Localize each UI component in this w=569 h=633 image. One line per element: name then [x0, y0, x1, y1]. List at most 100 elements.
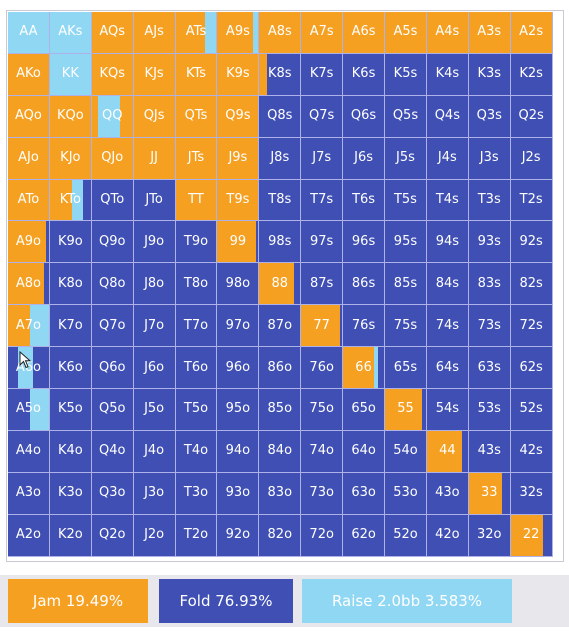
hand-cell[interactable]: JTo — [133, 179, 176, 222]
hand-cell[interactable]: Q6s — [343, 95, 386, 138]
hand-cell[interactable]: A8s — [259, 12, 302, 54]
hand-cell[interactable]: Q8s — [259, 95, 302, 138]
hand-cell[interactable]: K5s — [385, 53, 427, 96]
hand-cell[interactable]: K4o — [49, 430, 92, 473]
hand-cell[interactable]: 95o — [217, 389, 260, 431]
hand-cell[interactable]: Q3o — [91, 472, 134, 515]
hand-cell[interactable]: T4o — [175, 430, 218, 473]
hand-cell[interactable]: ATs — [175, 12, 218, 54]
hand-cell[interactable]: KTs — [175, 53, 218, 96]
hand-cell[interactable]: K2o — [49, 514, 92, 557]
hand-cell[interactable]: 42o — [426, 514, 469, 557]
hand-cell[interactable]: 84s — [426, 263, 469, 306]
hand-cell[interactable]: KK — [49, 53, 92, 96]
hand-cell[interactable]: A3s — [468, 12, 511, 54]
hand-cell[interactable]: J9o — [133, 221, 176, 264]
hand-cell[interactable]: J8o — [133, 263, 176, 306]
hand-cell[interactable]: Q3s — [468, 95, 511, 138]
hand-cell[interactable]: K8s — [259, 53, 302, 96]
hand-cell[interactable]: Q5o — [91, 389, 134, 431]
hand-cell[interactable]: K6o — [49, 347, 92, 390]
hand-cell[interactable]: J9s — [217, 137, 260, 180]
hand-cell[interactable]: 55 — [385, 389, 427, 431]
hand-cell[interactable]: J8s — [259, 137, 302, 180]
hand-cell[interactable]: KQo — [49, 95, 92, 138]
hand-cell[interactable]: T3s — [468, 179, 511, 222]
hand-cell[interactable]: K8o — [49, 263, 92, 306]
hand-cell[interactable]: Q7s — [301, 95, 344, 138]
hand-cell[interactable]: KJs — [133, 53, 176, 96]
hand-cell[interactable]: 44 — [426, 430, 469, 473]
hand-cell[interactable]: 84o — [259, 430, 302, 473]
hand-cell[interactable]: K7o — [49, 305, 92, 348]
hand-cell[interactable]: A3o — [8, 472, 50, 515]
hand-cell[interactable]: AQo — [8, 95, 50, 138]
hand-cell[interactable]: 72s — [510, 305, 553, 348]
hand-cell[interactable]: A8o — [8, 263, 50, 306]
hand-cell[interactable]: 42s — [510, 430, 553, 473]
hand-cell[interactable]: T8s — [259, 179, 302, 222]
hand-cell[interactable]: QQ — [91, 95, 134, 138]
hand-cell[interactable]: Q4s — [426, 95, 469, 138]
hand-cell[interactable]: T5s — [385, 179, 427, 222]
hand-cell[interactable]: 32o — [468, 514, 511, 557]
hand-cell[interactable]: AKs — [49, 12, 92, 54]
hand-cell[interactable]: 98o — [217, 263, 260, 306]
hand-cell[interactable]: J5s — [385, 137, 427, 180]
hand-cell[interactable]: T2o — [175, 514, 218, 557]
hand-cell[interactable]: K9o — [49, 221, 92, 264]
hand-cell[interactable]: 43o — [426, 472, 469, 515]
hand-cell[interactable]: QTs — [175, 95, 218, 138]
hand-cell[interactable]: T2s — [510, 179, 553, 222]
hand-cell[interactable]: 52o — [385, 514, 427, 557]
hand-cell[interactable]: 94o — [217, 430, 260, 473]
hand-cell[interactable]: T6o — [175, 347, 218, 390]
hand-cell[interactable]: 85o — [259, 389, 302, 431]
hand-cell[interactable]: 53s — [468, 389, 511, 431]
hand-cell[interactable]: 66 — [343, 347, 386, 390]
hand-cell[interactable]: 74o — [301, 430, 344, 473]
hand-cell[interactable]: 93o — [217, 472, 260, 515]
hand-cell[interactable]: JJ — [133, 137, 176, 180]
hand-cell[interactable]: J3s — [468, 137, 511, 180]
hand-cell[interactable]: ATo — [8, 179, 50, 222]
hand-cell[interactable]: K9s — [217, 53, 260, 96]
hand-cell[interactable]: 92o — [217, 514, 260, 557]
hand-cell[interactable]: K6s — [343, 53, 386, 96]
hand-cell[interactable]: J4s — [426, 137, 469, 180]
hand-cell[interactable]: 96s — [343, 221, 386, 264]
hand-cell[interactable]: Q5s — [385, 95, 427, 138]
hand-cell[interactable]: J4o — [133, 430, 176, 473]
hand-cell[interactable]: A2s — [510, 12, 553, 54]
hand-cell[interactable]: 62s — [510, 347, 553, 390]
hand-cell[interactable]: 76o — [301, 347, 344, 390]
hand-cell[interactable]: 54o — [385, 430, 427, 473]
hand-cell[interactable]: T7o — [175, 305, 218, 348]
hand-cell[interactable]: 64o — [343, 430, 386, 473]
legend-jam-button[interactable]: Jam 19.49% — [8, 579, 148, 623]
hand-cell[interactable]: AKo — [8, 53, 50, 96]
hand-cell[interactable]: KTo — [49, 179, 92, 222]
hand-cell[interactable]: Q9s — [217, 95, 260, 138]
hand-cell[interactable]: 87o — [259, 305, 302, 348]
hand-cell[interactable]: 92s — [510, 221, 553, 264]
hand-cell[interactable]: Q2o — [91, 514, 134, 557]
hand-cell[interactable]: T4s — [426, 179, 469, 222]
hand-cell[interactable]: K3o — [49, 472, 92, 515]
hand-cell[interactable]: Q9o — [91, 221, 134, 264]
hand-cell[interactable]: Q8o — [91, 263, 134, 306]
hand-cell[interactable]: AA — [8, 12, 50, 54]
hand-cell[interactable]: 86s — [343, 263, 386, 306]
hand-cell[interactable]: K2s — [510, 53, 553, 96]
hand-cell[interactable]: QJo — [91, 137, 134, 180]
hand-cell[interactable]: A5s — [385, 12, 427, 54]
hand-cell[interactable]: J7o — [133, 305, 176, 348]
hand-cell[interactable]: 97s — [301, 221, 344, 264]
hand-cell[interactable]: 76s — [343, 305, 386, 348]
legend-raise-button[interactable]: Raise 2.0bb 3.583% — [302, 579, 512, 623]
hand-cell[interactable]: A9s — [217, 12, 260, 54]
hand-cell[interactable]: T6s — [343, 179, 386, 222]
hand-cell[interactable]: K7s — [301, 53, 344, 96]
hand-cell[interactable]: A7s — [301, 12, 344, 54]
hand-cell[interactable]: 83s — [468, 263, 511, 306]
